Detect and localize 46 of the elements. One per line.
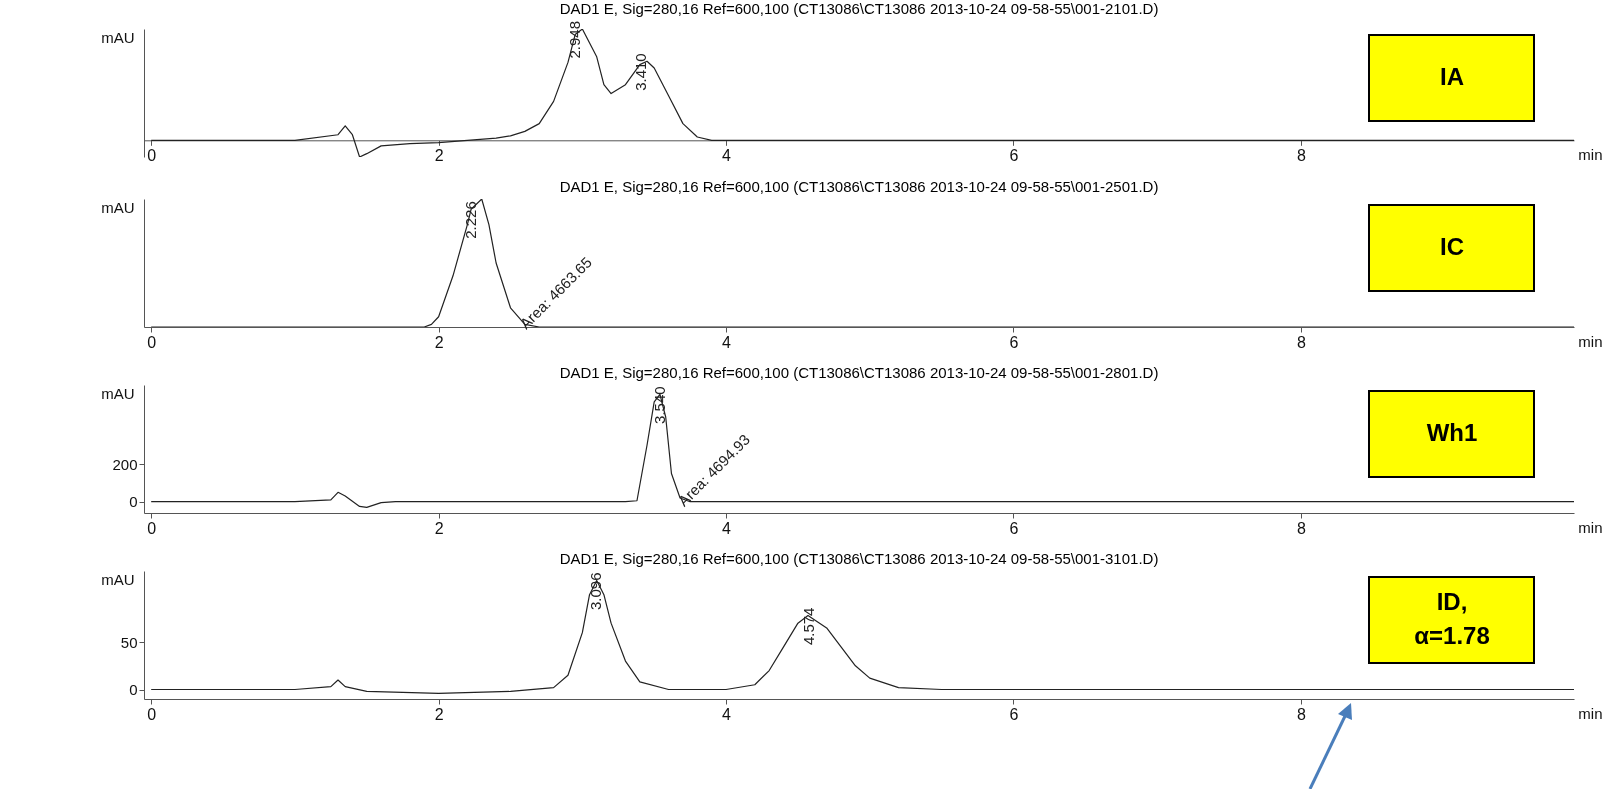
x-tick-label: 8 [1296,705,1306,723]
annotation: 3.410 [632,53,650,91]
x-axis-title: min [1578,518,1603,536]
annotation: 3.540 [650,386,668,424]
x-tick-label: 2 [434,705,444,723]
chart-title: DAD1 E, Sig=280,16 Ref=600,100 (CT13086\CT13086 2013-10-24 09-58-55\001-2501.D) [559,178,1159,195]
annotation: 3.096 [587,572,605,611]
chart-title: DAD1 E, Sig=280,16 Ref=600,100 (CT13086\CT13086 2013-10-24 09-58-55\001-3101.D) [559,550,1159,567]
y-axis-title: mAU [101,570,135,588]
x-tick-label: 4 [722,705,732,723]
annotation: Wh1 [1426,419,1478,446]
x-tick-label: 4 [722,519,732,537]
annotation: IC [1440,233,1464,260]
x-tick-label: 6 [1009,146,1019,164]
x-tick-label: 6 [1009,705,1019,723]
annotation: 4.574 [799,607,817,646]
annotation: IA [1440,63,1464,90]
annotation: ID, α=1.78 [1414,588,1490,649]
annotation: 2.948 [566,21,584,59]
x-tick-label: 8 [1296,519,1306,537]
x-tick-label: 2 [434,519,444,537]
x-tick-label: 0 [147,519,157,537]
x-tick-label: 6 [1009,333,1019,351]
annotation: 2.226 [462,201,480,239]
y-tick-label: 0 [129,681,138,699]
x-axis-title: min [1578,332,1603,350]
x-tick-label: 0 [147,146,157,164]
y-tick-label: 200 [112,455,138,473]
y-axis-title: mAU [101,384,135,402]
x-tick-label: 2 [434,146,444,164]
x-tick-label: 0 [147,333,157,351]
y-axis-title: mAU [101,28,135,46]
x-tick-label: 8 [1296,333,1306,351]
x-tick-label: 0 [147,705,157,723]
x-tick-label: 4 [722,333,732,351]
y-tick-label: 50 [120,633,138,651]
x-axis-title: min [1578,704,1603,722]
chart-title: DAD1 E, Sig=280,16 Ref=600,100 (CT13086\CT13086 2013-10-24 09-58-55\001-2101.D) [559,0,1159,17]
y-tick-label: 0 [129,493,138,511]
x-tick-label: 6 [1009,519,1019,537]
y-axis-title: mAU [101,198,135,216]
x-tick-label: 8 [1296,146,1306,164]
chart-title: DAD1 E, Sig=280,16 Ref=600,100 (CT13086\CT13086 2013-10-24 09-58-55\001-2801.D) [559,364,1159,381]
x-axis-title: min [1578,145,1603,163]
x-tick-label: 4 [722,146,732,164]
x-tick-label: 2 [434,333,444,351]
